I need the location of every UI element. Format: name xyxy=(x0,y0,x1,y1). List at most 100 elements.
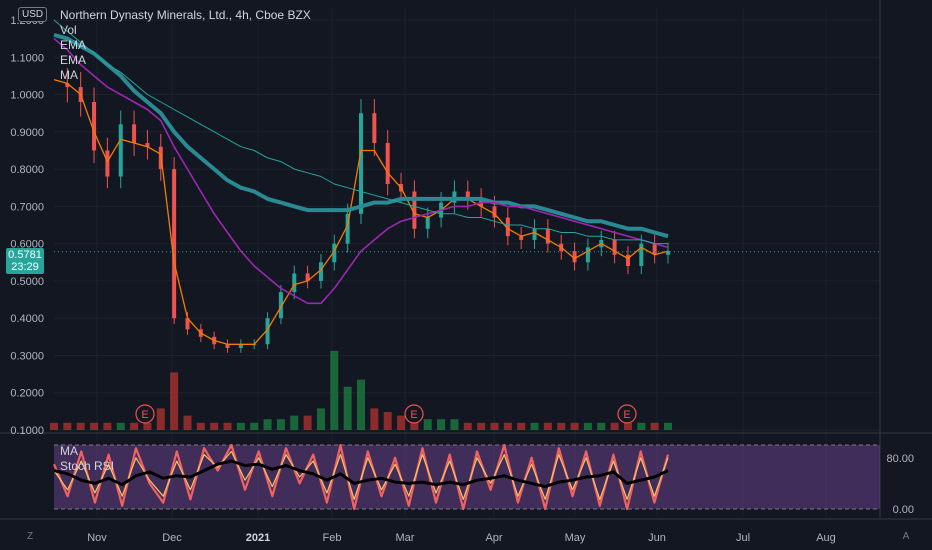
price-tick-label: 0.5000 xyxy=(10,276,44,288)
candle-body xyxy=(318,262,323,281)
volume-bar xyxy=(103,422,112,430)
candles xyxy=(65,68,670,353)
candle-body xyxy=(105,150,110,177)
volume-bar xyxy=(63,422,72,430)
earnings-marker-label: E xyxy=(141,409,148,421)
volume-bar xyxy=(397,415,406,430)
candle-body xyxy=(612,239,617,255)
volume-bar xyxy=(637,422,646,430)
volume-bar xyxy=(156,408,165,430)
volume-bars xyxy=(50,350,672,430)
price-tick-label: 0.8000 xyxy=(10,164,44,176)
candle-body xyxy=(425,217,430,229)
legend-ema-2[interactable]: EMA xyxy=(60,53,87,67)
price-tick-label: 0.6000 xyxy=(10,239,44,251)
legend-stoch-rsi[interactable]: Stoch RSI xyxy=(60,459,115,473)
chart-legend: Northern Dynasty Minerals, Ltd., 4h, Cbo… xyxy=(60,8,311,83)
legend-stoch-ma[interactable]: MA xyxy=(60,444,78,458)
time-tick-label: Apr xyxy=(485,532,502,544)
stoch-level-label: 80.00 xyxy=(886,453,914,465)
currency-badge[interactable]: USD xyxy=(18,7,48,22)
ema-fast-line xyxy=(53,78,669,345)
volume-bar xyxy=(196,422,205,430)
legend-ema-1[interactable]: EMA xyxy=(60,38,87,52)
price-tick-label: 1.1000 xyxy=(10,52,44,64)
volume-bar xyxy=(276,419,285,430)
candle-body xyxy=(585,247,590,263)
price-tick-label: 0.3000 xyxy=(10,350,44,362)
volume-bar xyxy=(423,419,432,430)
volume-bar xyxy=(610,422,619,430)
ma-line xyxy=(53,37,669,305)
candle-body xyxy=(305,273,310,281)
time-tick-label: Mar xyxy=(396,532,415,544)
candle-body xyxy=(666,251,670,255)
time-tick-label: Jul xyxy=(736,532,750,544)
time-axis[interactable]: Nov Dec 2021 Feb Mar Apr May Jun Jul Aug xyxy=(87,532,836,544)
candle-body xyxy=(238,344,243,348)
volume-bar xyxy=(236,422,245,430)
stoch-d-line xyxy=(53,450,669,500)
time-tick-label: Dec xyxy=(162,532,182,544)
volume-bar xyxy=(597,422,606,430)
price-tick-label: 0.2000 xyxy=(10,388,44,400)
volume-bar xyxy=(303,415,312,430)
volume-bar xyxy=(263,419,272,430)
candle-body xyxy=(652,243,657,255)
symbol-title[interactable]: Northern Dynasty Minerals, Ltd., 4h, Cbo… xyxy=(60,8,311,22)
time-tick-label: 2021 xyxy=(246,532,270,544)
volume-bar xyxy=(330,350,339,430)
volume-bar xyxy=(290,415,299,430)
candle-body xyxy=(345,213,350,244)
volume-bar xyxy=(223,422,232,430)
candle-body xyxy=(625,254,630,266)
volume-bar xyxy=(143,422,152,430)
price-tick-label: 0.7000 xyxy=(10,201,44,213)
candle-body xyxy=(372,113,377,143)
earnings-marker-label: E xyxy=(410,409,417,421)
candle-body xyxy=(145,143,150,147)
candle-body xyxy=(519,236,524,240)
volume-bar xyxy=(664,422,672,430)
price-tick-label: 1.0000 xyxy=(10,90,44,102)
stoch-ma-line xyxy=(53,459,669,489)
earnings-marker xyxy=(404,404,424,424)
volume-bar xyxy=(170,372,179,430)
current-price: 0.5781 xyxy=(8,249,42,261)
zoom-icon[interactable]: Z xyxy=(26,531,34,542)
candle-body xyxy=(225,344,230,348)
volume-bar xyxy=(530,422,539,430)
stoch-lines xyxy=(52,443,670,511)
time-tick-label: Aug xyxy=(816,532,836,544)
time-tick-label: Feb xyxy=(323,532,342,544)
volume-bar xyxy=(50,422,58,430)
earnings-marker xyxy=(135,404,155,424)
price-axis[interactable]: 1.20001.10001.00000.90000.80000.70000.60… xyxy=(10,15,914,516)
legend-vol[interactable]: Vol xyxy=(60,23,77,37)
candle-body xyxy=(545,228,550,244)
candle-body xyxy=(278,292,283,319)
volume-bar xyxy=(130,422,139,430)
volume-bar xyxy=(517,422,526,430)
volume-bar xyxy=(343,386,352,430)
candle-body xyxy=(492,206,497,218)
price-tick-label: 0.1000 xyxy=(10,425,44,437)
auto-scale-icon[interactable]: A xyxy=(902,531,910,542)
price-tick-label: 0.9000 xyxy=(10,127,44,139)
candle-body xyxy=(505,217,510,237)
candle-body xyxy=(332,243,337,263)
price-lines xyxy=(53,19,880,345)
candle-body xyxy=(385,143,390,184)
volume-bar xyxy=(543,422,552,430)
volume-bar xyxy=(437,419,446,430)
volume-bar xyxy=(490,422,499,430)
stoch-level-label: 0.00 xyxy=(893,504,914,516)
legend-ma[interactable]: MA xyxy=(60,68,78,82)
candle-body xyxy=(412,191,417,229)
time-tick-label: Jun xyxy=(648,532,666,544)
time-tick-label: May xyxy=(565,532,586,544)
volume-bar xyxy=(90,422,99,430)
pane-divider[interactable] xyxy=(0,0,932,520)
volume-bar xyxy=(463,422,472,430)
